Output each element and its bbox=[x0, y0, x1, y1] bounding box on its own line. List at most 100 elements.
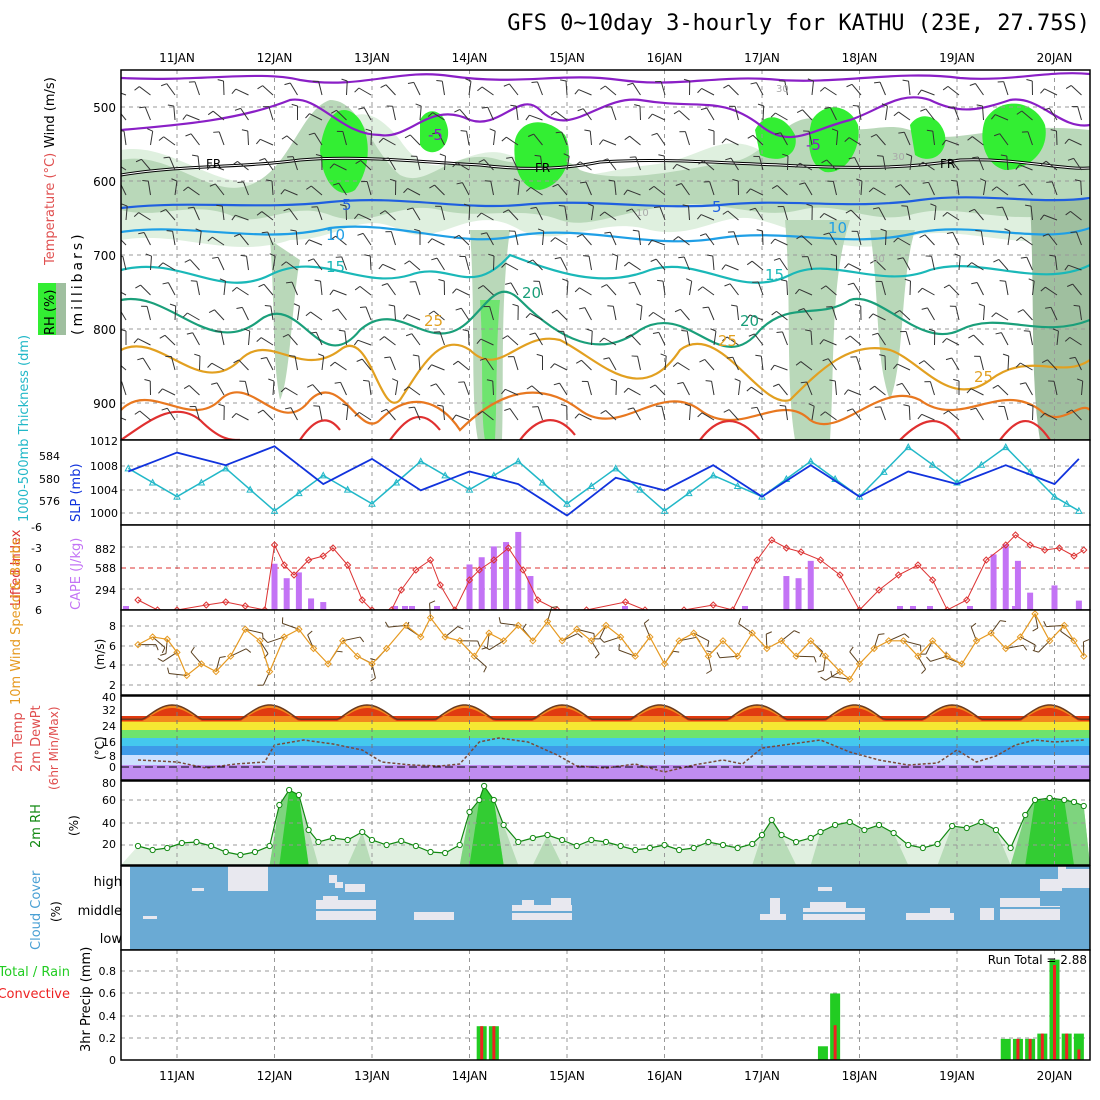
upper-barb bbox=[607, 158, 617, 171]
upper-barb bbox=[946, 337, 960, 346]
upper-barb-tick bbox=[240, 254, 247, 257]
cape-tick: 588 bbox=[95, 562, 116, 575]
upper-barb bbox=[1070, 210, 1082, 221]
wind-marker bbox=[987, 629, 995, 637]
upper-barb-tick bbox=[452, 162, 458, 168]
upper-barb-tick bbox=[551, 309, 558, 314]
upper-barb bbox=[974, 208, 984, 221]
upper-barb bbox=[163, 136, 176, 146]
upper-barb bbox=[811, 81, 814, 96]
upper-barb bbox=[284, 189, 298, 196]
wind-marker bbox=[163, 635, 171, 643]
contour-freezing-inner bbox=[121, 157, 1090, 176]
upper-barb-tick bbox=[971, 282, 978, 285]
upper-barb-tick bbox=[502, 209, 509, 213]
upper-barb bbox=[604, 85, 617, 96]
wind-barb-tick bbox=[477, 640, 481, 647]
wind-marker bbox=[417, 633, 425, 641]
upper-barb-tick bbox=[378, 137, 384, 143]
wind-barb-tick bbox=[706, 669, 712, 674]
upper-barb-tick bbox=[382, 157, 389, 160]
date-label-bottom: 18JAN bbox=[842, 1069, 878, 1083]
upper-barb bbox=[931, 256, 935, 271]
upper-barb-tick bbox=[427, 238, 433, 244]
upper-barb-tick bbox=[969, 83, 976, 87]
upper-barb bbox=[238, 359, 249, 371]
wind-marker bbox=[241, 625, 249, 633]
rh-marker bbox=[383, 841, 390, 849]
cape-bar bbox=[1012, 606, 1018, 610]
upper-barb bbox=[760, 356, 764, 371]
upper-barb bbox=[457, 360, 470, 371]
upper-barb-tick bbox=[429, 184, 435, 189]
contour-label: 20 bbox=[522, 284, 541, 302]
upper-barb bbox=[513, 356, 519, 371]
upper-barb-tick bbox=[281, 261, 287, 266]
upper-barb bbox=[189, 259, 200, 271]
precip-legend-total: Total / Rain bbox=[0, 965, 70, 980]
upper-barb bbox=[631, 208, 641, 221]
upper-barb-tick bbox=[283, 208, 290, 212]
rh-green-patch bbox=[982, 103, 1046, 170]
upper-barb bbox=[267, 231, 274, 246]
upper-barb-tick bbox=[894, 310, 901, 315]
wind-barb bbox=[888, 633, 905, 642]
upper-barb-tick bbox=[922, 181, 929, 184]
ylabel-rh: RH (%) bbox=[43, 290, 58, 335]
upper-barb bbox=[749, 314, 764, 321]
upper-barb bbox=[734, 106, 739, 121]
upper-barb-tick bbox=[822, 358, 829, 362]
upper-barb bbox=[221, 206, 225, 221]
upper-barb-tick bbox=[342, 403, 349, 407]
upper-barb-tick bbox=[831, 128, 838, 132]
upper-barb-tick bbox=[681, 329, 688, 332]
upper-barb bbox=[885, 106, 888, 121]
upper-barb bbox=[1053, 381, 1058, 396]
upper-barb bbox=[948, 410, 960, 421]
date-label-bottom: 13JAN bbox=[354, 1069, 390, 1083]
upper-barb-tick bbox=[651, 132, 658, 136]
cloud-level-high: high bbox=[94, 875, 122, 890]
upper-barb bbox=[388, 157, 396, 171]
upper-barb-tick bbox=[109, 90, 112, 95]
upper-barb bbox=[1056, 331, 1059, 346]
upper-barb bbox=[511, 157, 519, 171]
upper-barb-tick bbox=[234, 107, 241, 111]
upper-barb bbox=[197, 156, 200, 171]
upper-barb bbox=[900, 184, 911, 196]
cape-bar bbox=[515, 531, 522, 610]
upper-barb-tick bbox=[599, 211, 605, 217]
wind-marker bbox=[339, 637, 347, 645]
upper-barb bbox=[510, 282, 519, 296]
upper-barb bbox=[703, 160, 715, 171]
cloud-high bbox=[1058, 866, 1090, 888]
thickness-marker bbox=[806, 457, 815, 465]
wind-speed-line bbox=[137, 612, 1085, 681]
upper-barb bbox=[610, 106, 617, 121]
upper-barb bbox=[482, 410, 494, 421]
rh-marker bbox=[490, 796, 497, 804]
upper-barb bbox=[823, 339, 837, 346]
cloud-high bbox=[192, 888, 204, 891]
upper-barb-tick bbox=[109, 415, 113, 420]
upper-barb bbox=[637, 356, 641, 371]
upper-barb-tick bbox=[772, 383, 779, 387]
upper-barb bbox=[540, 156, 543, 171]
upper-barb bbox=[561, 131, 568, 146]
upper-barb bbox=[459, 109, 470, 121]
upper-barb-tick bbox=[236, 306, 243, 310]
upper-barb bbox=[977, 156, 984, 171]
date-label-top: 18JAN bbox=[842, 51, 878, 65]
li-marker bbox=[329, 544, 337, 552]
wind10m-panel: 8 6 4 2 10m Wind Speed & Barbs (m/s) bbox=[9, 538, 1091, 705]
upper-barb bbox=[875, 134, 886, 146]
upper-barb-tick bbox=[479, 357, 486, 361]
upper-barb bbox=[315, 332, 323, 346]
upper-barb-tick bbox=[601, 284, 607, 288]
upper-barb bbox=[211, 362, 225, 371]
upper-barb-tick bbox=[477, 285, 484, 290]
upper-barb bbox=[628, 261, 641, 271]
upper-barb-tick bbox=[893, 111, 899, 117]
upper-barb bbox=[810, 330, 813, 346]
upper-barb bbox=[689, 281, 693, 296]
